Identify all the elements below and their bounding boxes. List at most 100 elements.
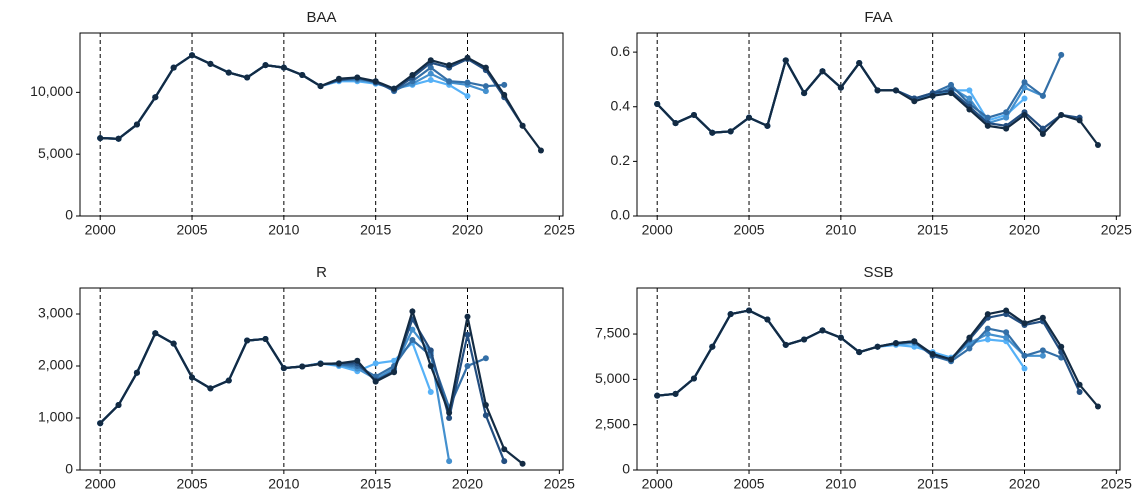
data-point (446, 78, 453, 85)
data-point (280, 64, 287, 71)
series-line (100, 53, 505, 140)
data-point (764, 122, 771, 129)
x-tick-label: 2020 (1009, 476, 1040, 492)
data-point (133, 369, 140, 376)
y-tick-label: 3,000 (38, 305, 73, 321)
data-point (1058, 51, 1065, 58)
x-tick-label: 2000 (85, 222, 116, 238)
data-point (391, 369, 398, 376)
data-point (372, 78, 379, 85)
data-point (1039, 347, 1046, 354)
data-point (1058, 343, 1065, 350)
data-point (856, 349, 863, 356)
data-point (244, 74, 251, 81)
data-point (482, 83, 489, 90)
y-tick-label: 5,000 (38, 145, 73, 161)
series-line (99, 327, 451, 462)
panel-border (79, 287, 564, 471)
data-point (207, 385, 214, 392)
data-point (189, 374, 196, 381)
data-point (170, 340, 177, 347)
data-point (984, 331, 991, 338)
data-point (1076, 117, 1083, 124)
data-point (464, 331, 471, 338)
x-tick-label: 2025 (544, 476, 575, 492)
data-point (1003, 307, 1010, 314)
data-point (801, 90, 808, 97)
data-point (801, 336, 808, 343)
data-point (1058, 111, 1065, 118)
data-point (464, 313, 471, 320)
data-point (464, 79, 471, 86)
data-point (317, 360, 324, 367)
y-tick-label: 2,500 (595, 415, 630, 431)
data-point (354, 74, 361, 81)
series-line (657, 309, 1099, 408)
data-point (1021, 79, 1028, 86)
x-tick-label: 2015 (917, 222, 948, 238)
data-point (709, 129, 716, 136)
x-tick-label: 2005 (176, 222, 207, 238)
x-tick-label: 2015 (360, 476, 391, 492)
data-point (764, 316, 771, 323)
data-point (1003, 114, 1010, 121)
data-point (225, 69, 232, 76)
series-line (100, 53, 542, 152)
data-point (782, 57, 789, 64)
data-point (819, 68, 826, 75)
data-point (966, 334, 973, 341)
data-point (966, 345, 973, 352)
y-tick-label: 0 (65, 461, 73, 477)
data-point (727, 311, 734, 318)
y-tick-label: 5,000 (595, 370, 630, 386)
y-tick-label: 7,500 (595, 325, 630, 341)
data-point (874, 87, 881, 94)
panel-title: SSB (863, 264, 893, 281)
x-tick-label: 2005 (733, 476, 764, 492)
x-tick-label: 2010 (825, 476, 856, 492)
x-tick-label: 2015 (917, 476, 948, 492)
data-point (446, 409, 453, 416)
data-point (819, 327, 826, 334)
data-point (464, 363, 471, 369)
x-tick-label: 2000 (642, 222, 673, 238)
data-point (464, 54, 471, 61)
data-point (1021, 365, 1028, 372)
y-tick-label: 10,000 (30, 83, 73, 99)
x-tick-label: 2020 (452, 476, 483, 492)
data-point (482, 355, 489, 362)
y-tick-label: 2,000 (38, 357, 73, 373)
data-point (446, 62, 453, 69)
data-point (892, 340, 899, 347)
data-point (427, 76, 434, 83)
data-point (482, 402, 489, 408)
data-point (709, 343, 716, 350)
data-point (966, 87, 973, 94)
y-tick-label: 0 (65, 207, 73, 223)
data-point (335, 360, 342, 367)
data-point (409, 337, 416, 343)
data-point (654, 392, 661, 399)
data-point (1021, 111, 1028, 118)
panel-title: FAA (864, 9, 892, 26)
data-point (948, 90, 955, 97)
data-point (782, 341, 789, 348)
data-point (409, 72, 416, 79)
data-point (874, 343, 881, 350)
y-tick-label: 1,000 (38, 409, 73, 425)
data-point (837, 84, 844, 91)
data-point (929, 350, 936, 357)
data-point (727, 128, 734, 135)
data-point (1076, 381, 1083, 388)
data-point (1039, 125, 1046, 132)
data-point (1021, 95, 1028, 102)
x-tick-label: 2005 (733, 222, 764, 238)
data-point (1039, 314, 1046, 321)
data-point (501, 81, 508, 88)
x-tick-label: 2015 (360, 222, 391, 238)
data-point (1094, 141, 1101, 148)
data-point (391, 85, 398, 92)
data-point (427, 389, 434, 395)
x-tick-label: 2010 (825, 222, 856, 238)
panel-border (79, 32, 564, 217)
